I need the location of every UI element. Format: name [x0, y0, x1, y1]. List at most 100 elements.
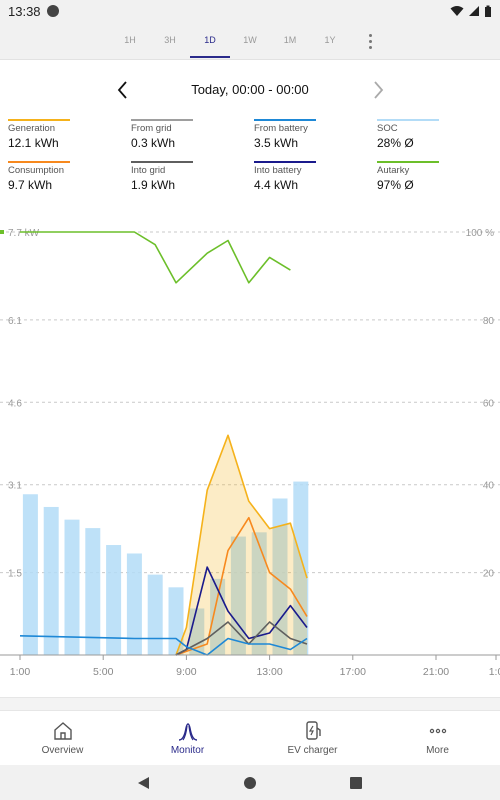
legend-name: Generation	[8, 123, 56, 134]
nav-monitor-label: Monitor	[170, 745, 205, 756]
series-line-autarky	[20, 231, 291, 284]
x-tick-label: 5:00	[93, 666, 114, 678]
soc-bar	[147, 574, 163, 655]
tab-1w[interactable]: 1W	[243, 35, 257, 45]
legend-value: 28% Ø	[377, 136, 414, 150]
y-right-tick-label: 40	[483, 481, 495, 492]
x-tick-label: 17:00	[340, 666, 366, 678]
chevron-right-icon[interactable]	[366, 78, 390, 102]
soc-bar	[106, 545, 122, 655]
x-tick-label: 1:00	[10, 666, 31, 678]
legend-value: 4.4 kWh	[254, 178, 299, 192]
ev-charger-icon	[305, 721, 321, 740]
legend-swatch	[8, 119, 70, 121]
back-triangle-icon[interactable]	[134, 773, 154, 793]
legend-item-autarky: Autarky 97% Ø	[377, 161, 487, 201]
tab-3h[interactable]: 3H	[164, 35, 176, 45]
tab-1m[interactable]: 1M	[283, 35, 297, 45]
legend-name: Consumption	[8, 165, 64, 176]
autarky-start-marker	[0, 230, 4, 234]
soc-bar	[43, 506, 59, 655]
legend-item-generation: Generation 12.1 kWh	[8, 119, 118, 159]
nav-more[interactable]: More	[375, 711, 500, 765]
home-icon	[53, 722, 72, 740]
legend-value: 0.3 kWh	[131, 136, 176, 150]
x-tick-label: 21:00	[423, 666, 449, 678]
bottom-navigation: Overview Monitor EV charger More	[0, 711, 500, 765]
legend-name: From grid	[131, 123, 172, 134]
time-range-bar: 1H 3H 1D 1W 1M 1Y	[0, 22, 500, 60]
y-left-tick-label: 6.1	[8, 316, 22, 327]
x-tick-label: 1:0	[489, 666, 500, 678]
series-line-from-battery	[19, 635, 308, 656]
nav-overview-label: Overview	[41, 745, 84, 756]
soc-bar	[22, 494, 38, 655]
tab-1d[interactable]: 1D	[190, 22, 230, 58]
legend-item-into-battery: Into battery 4.4 kWh	[254, 161, 364, 201]
legend-value: 97% Ø	[377, 178, 414, 192]
home-circle-icon[interactable]	[240, 773, 260, 793]
legend-swatch	[131, 119, 193, 121]
y-right-tick-label: 20	[483, 569, 495, 580]
legend-name: From battery	[254, 123, 308, 134]
soc-bar	[251, 532, 267, 655]
battery-icon	[485, 5, 491, 17]
series-line-consumption	[175, 516, 308, 656]
soc-bar	[126, 553, 142, 655]
nav-monitor[interactable]: Monitor	[125, 711, 250, 765]
legend-item-from-grid: From grid 0.3 kWh	[131, 119, 241, 159]
legend-swatch	[8, 161, 70, 163]
y-left-tick-label: 7.7 kW	[8, 228, 40, 239]
series-line-into-battery	[175, 566, 308, 656]
legend-value: 3.5 kWh	[254, 136, 299, 150]
y-right-tick-label: 80	[483, 316, 495, 327]
status-icons	[450, 5, 492, 18]
legend-value: 1.9 kWh	[131, 178, 176, 192]
nav-more-label: More	[426, 745, 449, 756]
monitor-chart-icon	[178, 723, 197, 741]
nav-ev-charger[interactable]: EV charger	[250, 711, 375, 765]
notification-icon	[46, 5, 59, 17]
legend-value: 9.7 kWh	[8, 178, 53, 192]
nav-ev-charger-label: EV charger	[287, 745, 338, 756]
legend-name: Into battery	[254, 165, 302, 176]
y-left-tick-label: 3.1	[8, 481, 22, 492]
legend-value: 12.1 kWh	[8, 136, 59, 150]
tab-1y[interactable]: 1Y	[324, 35, 336, 45]
system-navigation-bar	[0, 765, 500, 800]
status-time: 13:38	[8, 3, 41, 19]
legend-swatch	[377, 161, 439, 163]
legend-item-from-battery: From battery 3.5 kWh	[254, 119, 364, 159]
date-range-label: Today, 00:00 - 00:00	[191, 82, 309, 97]
series-area-generation	[176, 435, 308, 655]
recents-square-icon[interactable]	[346, 773, 366, 793]
y-right-tick-label: 100 %	[466, 228, 494, 239]
legend-name: Autarky	[377, 165, 410, 176]
series-line-generation	[175, 434, 308, 656]
legend-swatch	[254, 119, 316, 121]
legend-swatch	[377, 119, 439, 121]
y-right-tick-label: 60	[483, 398, 495, 409]
wifi-icon	[450, 6, 464, 16]
legend-name: Into grid	[131, 165, 166, 176]
chevron-left-icon[interactable]	[111, 78, 135, 102]
legend-item-into-grid: Into grid 1.9 kWh	[131, 161, 241, 201]
legend-swatch	[254, 161, 316, 163]
soc-bar	[230, 536, 246, 655]
tab-1h[interactable]: 1H	[124, 35, 136, 45]
legend-item-soc: SOC 28% Ø	[377, 119, 487, 159]
energy-chart[interactable]: 7.7 kW 100 % 6.1 80 4.6 60 3.1 40 1.5 20 1:00 5:00 9…	[0, 210, 500, 690]
x-tick-label: 9:00	[176, 666, 197, 678]
overflow-menu-icon[interactable]	[362, 28, 378, 54]
bottom-divider	[0, 697, 500, 711]
soc-bar	[272, 498, 288, 655]
date-navigator: Today, 00:00 - 00:00	[0, 76, 500, 104]
more-dots-icon	[429, 728, 446, 734]
status-bar: 13:38	[0, 0, 500, 22]
nav-overview[interactable]: Overview	[0, 711, 125, 765]
soc-bar	[85, 528, 101, 655]
legend-name: SOC	[377, 123, 398, 134]
y-left-tick-label: 4.6	[8, 398, 22, 409]
legend-swatch	[131, 161, 193, 163]
x-tick-label: 13:00	[256, 666, 282, 678]
